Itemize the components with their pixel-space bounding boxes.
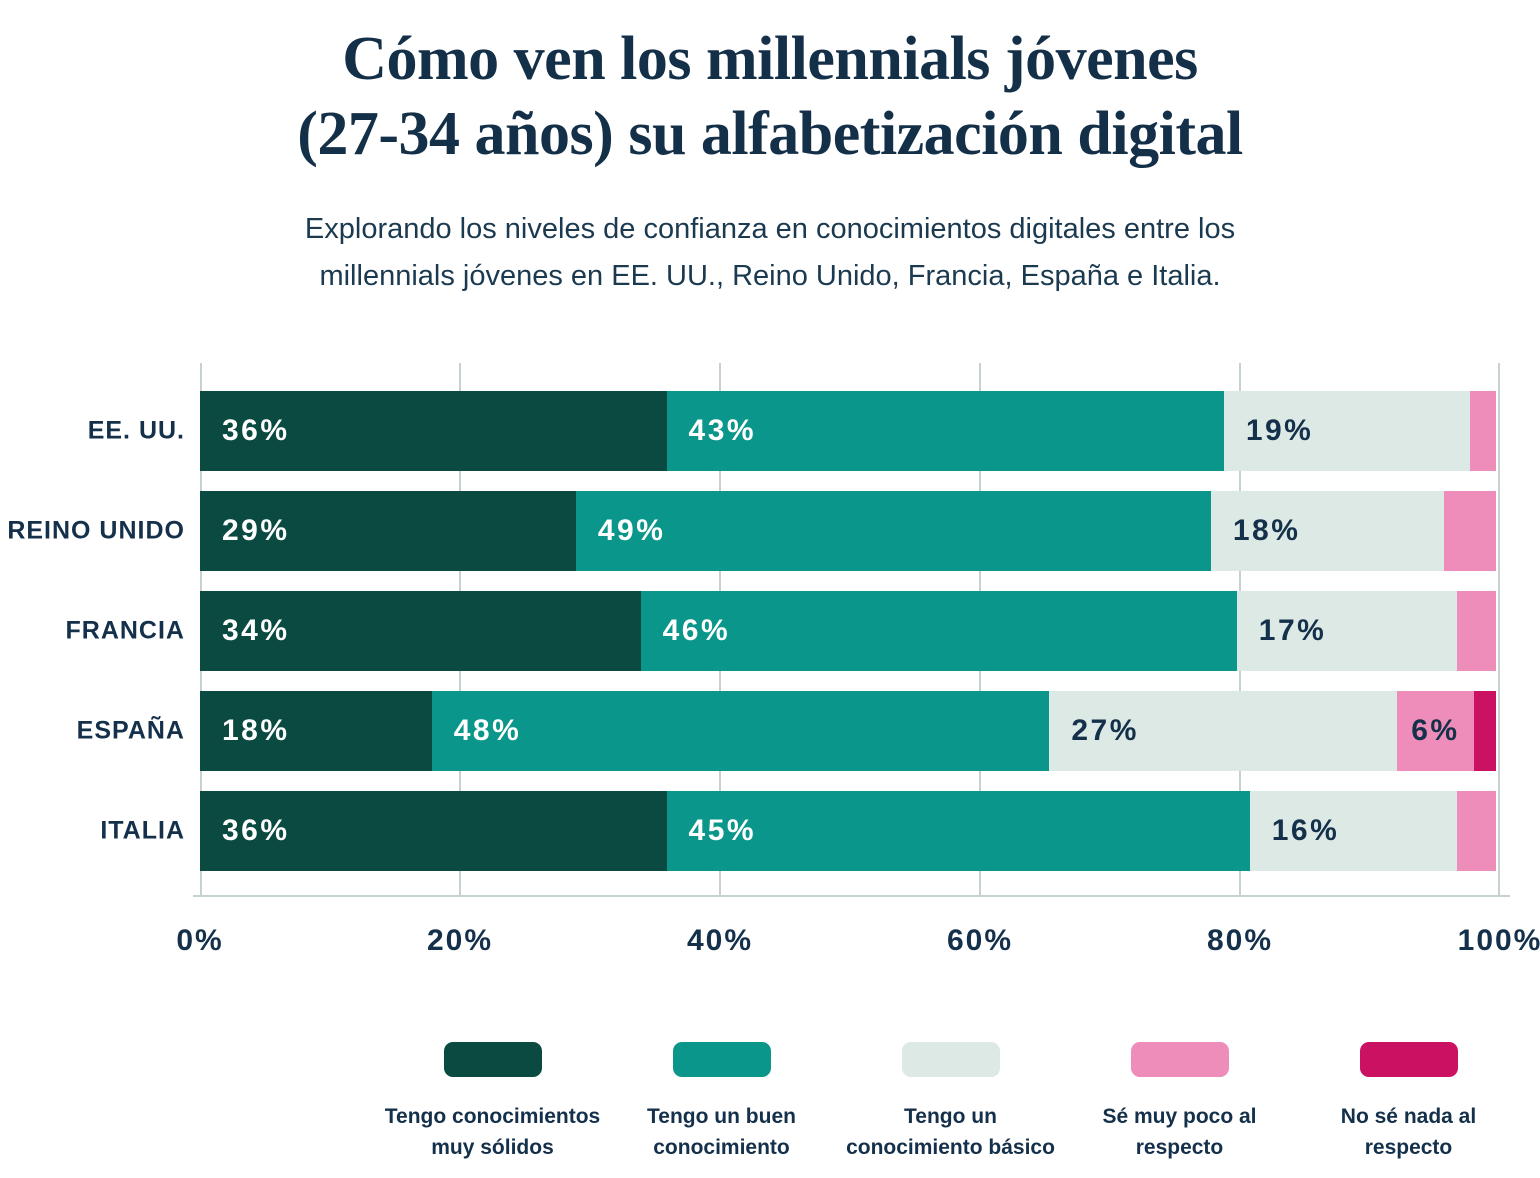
legend-label-line: Tengo un: [904, 1104, 997, 1128]
legend-label-line: Sé muy poco al: [1102, 1104, 1257, 1128]
legend-swatch: [901, 1041, 1000, 1077]
bar-segment: 36%: [200, 790, 667, 871]
legend-item: No sé nada al respecto: [1294, 1041, 1523, 1164]
legend-label: Tengo un buen conocimiento: [607, 1101, 836, 1164]
bar-segment: 16%: [1249, 790, 1458, 871]
chart-title-line-1: Cómo ven los millennials jóvenes: [342, 25, 1198, 93]
category-label: ITALIA: [100, 816, 185, 845]
bar-value-label: 6%: [1411, 713, 1460, 747]
legend-label-line: respecto: [1135, 1136, 1224, 1160]
category-label: REINO UNIDO: [7, 516, 185, 545]
category-label: ESPAÑA: [76, 716, 185, 745]
bar-segment: 48%: [431, 690, 1050, 771]
bar-segment: 34%: [200, 590, 641, 671]
chart-subtitle: Explorando los niveles de confianza en c…: [0, 206, 1540, 301]
legend-label-line: No sé nada al: [1340, 1104, 1477, 1128]
x-axis-tick-label: 0%: [176, 923, 224, 957]
legend-swatch: [1359, 1041, 1458, 1077]
bar-segment: 27%: [1049, 690, 1397, 771]
bar-row: EE. UU. 36% 43% 19%: [88, 390, 1496, 471]
legend-label-line: conocimiento básico: [846, 1136, 1055, 1160]
bar-value-label: 29%: [222, 513, 290, 547]
bar-segment: 29%: [200, 490, 576, 571]
bar-value-label: 48%: [453, 713, 522, 747]
bar-segment: 19%: [1223, 390, 1471, 471]
bar-value-label: 36%: [222, 813, 290, 847]
chart-subtitle-line-2: millennials jóvenes en EE. UU., Reino Un…: [319, 260, 1221, 293]
bar-segment: 45%: [666, 790, 1250, 871]
legend-item: Sé muy poco al respecto: [1065, 1041, 1294, 1164]
bar-segment: [1474, 690, 1496, 771]
bar-row: REINO UNIDO 29% 49% 18%: [7, 490, 1496, 571]
chart-title: Cómo ven los millennials jóvenes (27-34 …: [0, 0, 1540, 172]
bar-value-label: 34%: [222, 613, 290, 647]
bar-segment: [1444, 490, 1496, 571]
bar-value-label: 49%: [597, 513, 666, 547]
x-axis-tick-label: 20%: [426, 923, 494, 957]
legend-item: Tengo un conocimiento básico: [836, 1041, 1065, 1164]
chart-legend: Tengo conocimientos muy sólidos Tengo un b…: [378, 1041, 1523, 1164]
category-label: EE. UU.: [87, 416, 185, 445]
bar-row: ITALIA 36% 45% 16%: [100, 790, 1496, 871]
legend-label-line: muy sólidos: [431, 1136, 554, 1160]
bar-segment: 6%: [1396, 690, 1474, 771]
chart-subtitle-line-1: Explorando los niveles de confianza en c…: [304, 213, 1236, 246]
bar-row: FRANCIA 34% 46% 17%: [66, 590, 1496, 671]
bar-value-label: 46%: [662, 613, 731, 647]
bar-segment: 43%: [666, 390, 1224, 471]
bar-segment: 36%: [200, 390, 667, 471]
bar-segment: 18%: [200, 690, 432, 771]
x-axis-tick-label: 80%: [1206, 923, 1274, 957]
bar-value-label: 45%: [688, 813, 757, 847]
legend-item: Tengo un buen conocimiento: [607, 1041, 836, 1164]
legend-item: Tengo conocimientos muy sólidos: [378, 1041, 607, 1164]
bar-segment: 49%: [575, 490, 1211, 571]
legend-swatch: [672, 1041, 771, 1077]
legend-label-line: conocimiento: [653, 1136, 790, 1160]
legend-label: Tengo un conocimiento básico: [836, 1101, 1065, 1164]
bar-row: ESPAÑA 18% 48% 27% 6%: [77, 690, 1496, 771]
bar-segment: 17%: [1236, 590, 1458, 671]
legend-swatch: [443, 1041, 542, 1077]
bar-value-label: 43%: [688, 413, 757, 447]
x-axis-tick-label: 40%: [686, 923, 754, 957]
bar-value-label: 36%: [222, 413, 290, 447]
x-axis-line: [193, 894, 1510, 897]
bar-value-label: 17%: [1258, 613, 1327, 647]
gridline: [1498, 362, 1500, 896]
legend-label-line: respecto: [1364, 1136, 1453, 1160]
bar-segment: [1457, 590, 1496, 671]
bar-value-label: 18%: [222, 713, 290, 747]
bar-value-label: 19%: [1245, 413, 1314, 447]
legend-label: Tengo conocimientos muy sólidos: [378, 1101, 607, 1164]
x-axis-tick-label: 60%: [946, 923, 1014, 957]
legend-label-line: Tengo un buen: [647, 1104, 796, 1128]
legend-label: Sé muy poco al respecto: [1065, 1101, 1294, 1164]
bar-segment: 46%: [640, 590, 1237, 671]
category-label: FRANCIA: [65, 616, 185, 645]
x-axis-tick-label: 100%: [1457, 923, 1540, 957]
legend-label: No sé nada al respecto: [1294, 1101, 1523, 1164]
legend-label-line: Tengo conocimientos: [384, 1104, 601, 1128]
bar-segment: [1457, 790, 1496, 871]
bar-value-label: 27%: [1071, 713, 1139, 747]
bar-segment: 18%: [1210, 490, 1445, 571]
legend-swatch: [1130, 1041, 1229, 1077]
bar-segment: [1470, 390, 1496, 471]
stacked-bar-chart: 0% 20% 40% 60% 80% 100% EE. UU. 36% 43% 19% REINO …: [7, 362, 1540, 957]
chart-title-line-2: (27-34 años) su alfabetización digital: [297, 100, 1243, 169]
bar-value-label: 18%: [1232, 513, 1301, 547]
bar-value-label: 16%: [1271, 813, 1340, 847]
